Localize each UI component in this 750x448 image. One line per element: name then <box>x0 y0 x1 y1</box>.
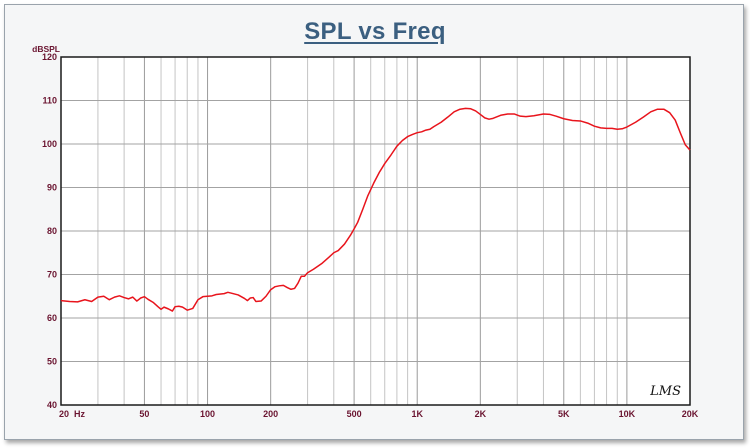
y-tick-label: 100 <box>42 139 57 149</box>
y-tick-label: 40 <box>47 400 57 410</box>
y-axis-label: dBSPL <box>32 44 60 54</box>
plot-border <box>60 56 691 406</box>
x-tick-label: 200 <box>263 409 278 419</box>
series-layer <box>60 107 691 312</box>
x-tick-label: 20 Hz <box>59 409 86 419</box>
chart-title: SPL vs Freq <box>304 18 446 45</box>
x-tick-label: 10K <box>619 409 636 419</box>
x-tick-label: 500 <box>347 409 362 419</box>
x-tick-label: 20K <box>682 409 699 419</box>
watermark-layer: LMS <box>649 384 681 399</box>
axes <box>60 56 691 406</box>
spl-curve <box>60 107 691 312</box>
y-tick-label: 90 <box>47 183 57 193</box>
x-tick-label: 2K <box>475 409 487 419</box>
y-tick-label: 80 <box>47 226 57 236</box>
lms-watermark: LMS <box>649 384 681 399</box>
y-tick-label: 50 <box>47 357 57 367</box>
y-tick-label: 110 <box>42 96 57 106</box>
x-tick-label: 5K <box>558 409 570 419</box>
grid <box>61 57 690 405</box>
x-tick-label: 1K <box>411 409 423 419</box>
y-tick-label: 70 <box>47 270 57 280</box>
y-tick-label: 60 <box>47 313 57 323</box>
y-tick-label: 120 <box>42 52 57 62</box>
x-tick-label: 100 <box>200 409 215 419</box>
x-tick-label: 50 <box>139 409 149 419</box>
